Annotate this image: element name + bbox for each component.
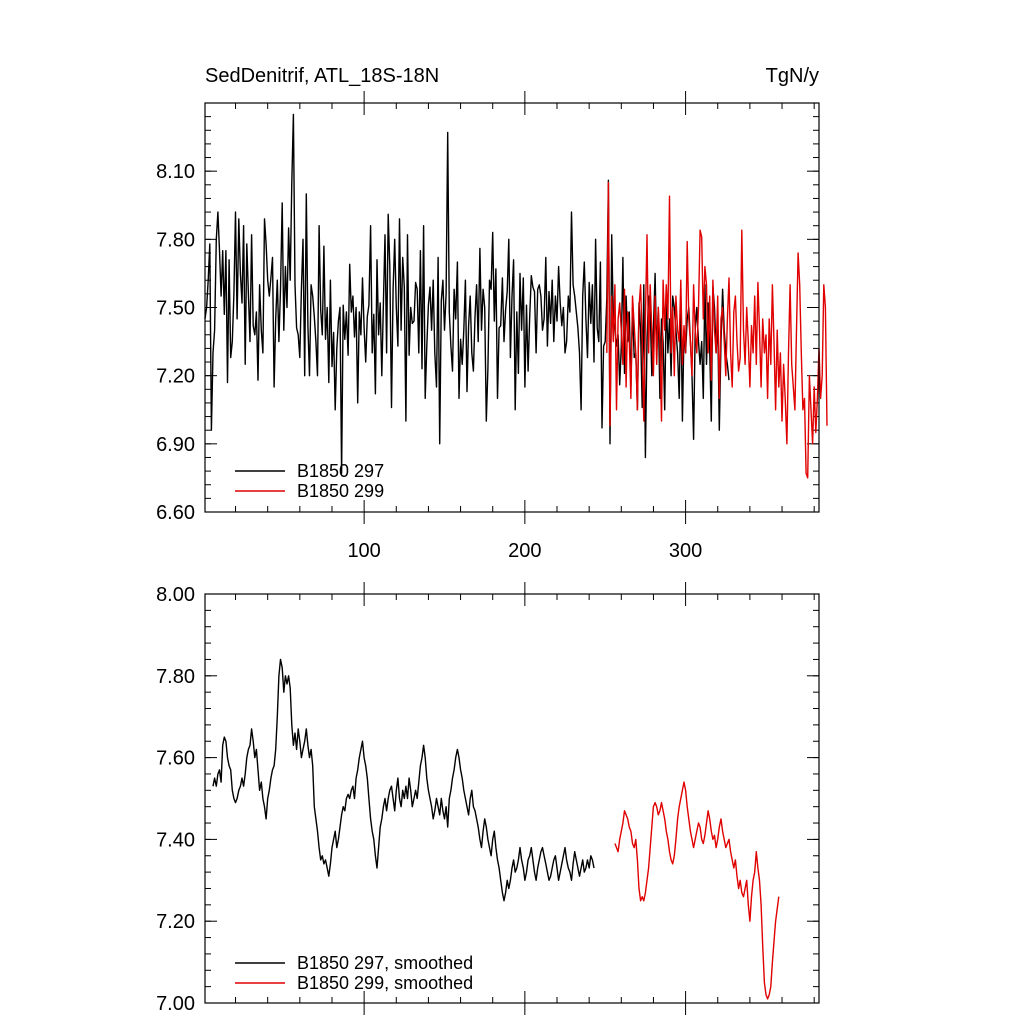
top-series-line-299	[606, 181, 828, 479]
top-xtick-label: 300	[669, 540, 702, 562]
top-chart-units: TgN/y	[766, 65, 819, 87]
bottom-axis-ticks: 7.00 7.20 7.40 7.60 7.80 8.00	[156, 582, 819, 1015]
bottom-plot-area	[212, 658, 780, 1000]
top-legend: B1850 297 B1850 299	[235, 461, 384, 501]
top-ytick-label: 6.60	[156, 502, 195, 524]
bottom-series-line-297	[212, 658, 595, 902]
top-xtick-label: 100	[347, 540, 380, 562]
top-plot-area	[204, 113, 828, 479]
bottom-legend-label-297: B1850 297, smoothed	[297, 953, 473, 973]
bottom-legend: B1850 297, smoothed B1850 299, smoothed	[235, 953, 473, 993]
bottom-legend-label-299: B1850 299, smoothed	[297, 973, 473, 993]
bottom-ytick-label: 8.00	[156, 584, 195, 606]
bottom-ytick-label: 7.40	[156, 829, 195, 851]
bottom-plot-frame	[204, 593, 820, 1004]
top-panel: SedDenitrif, ATL_18S-18N TgN/y 6.60 6.90 7…	[156, 65, 828, 562]
bottom-panel: 7.00 7.20 7.40 7.60 7.80 8.00 B1850 297, smoo…	[156, 582, 820, 1015]
top-ytick-label: 7.20	[156, 366, 195, 388]
bottom-ytick-label: 7.60	[156, 748, 195, 770]
top-ytick-label: 8.10	[156, 161, 195, 183]
top-legend-label-299: B1850 299	[297, 481, 384, 501]
top-ytick-label: 7.80	[156, 229, 195, 251]
bottom-ytick-label: 7.00	[156, 993, 195, 1015]
top-series-line-297	[204, 113, 730, 475]
bottom-series-line-299	[614, 781, 780, 1000]
bottom-ytick-label: 7.20	[156, 911, 195, 933]
top-legend-label-297: B1850 297	[297, 461, 384, 481]
bottom-ytick-label: 7.80	[156, 666, 195, 688]
top-ytick-label: 6.90	[156, 434, 195, 456]
top-chart-title: SedDenitrif, ATL_18S-18N	[205, 65, 439, 87]
top-axis-ticks: 6.60 6.90 7.20 7.50 7.80 8.10 100 200 300	[156, 91, 819, 562]
top-plot-frame	[204, 102, 820, 513]
top-xtick-label: 200	[508, 540, 541, 562]
top-ytick-label: 7.50	[156, 298, 195, 320]
